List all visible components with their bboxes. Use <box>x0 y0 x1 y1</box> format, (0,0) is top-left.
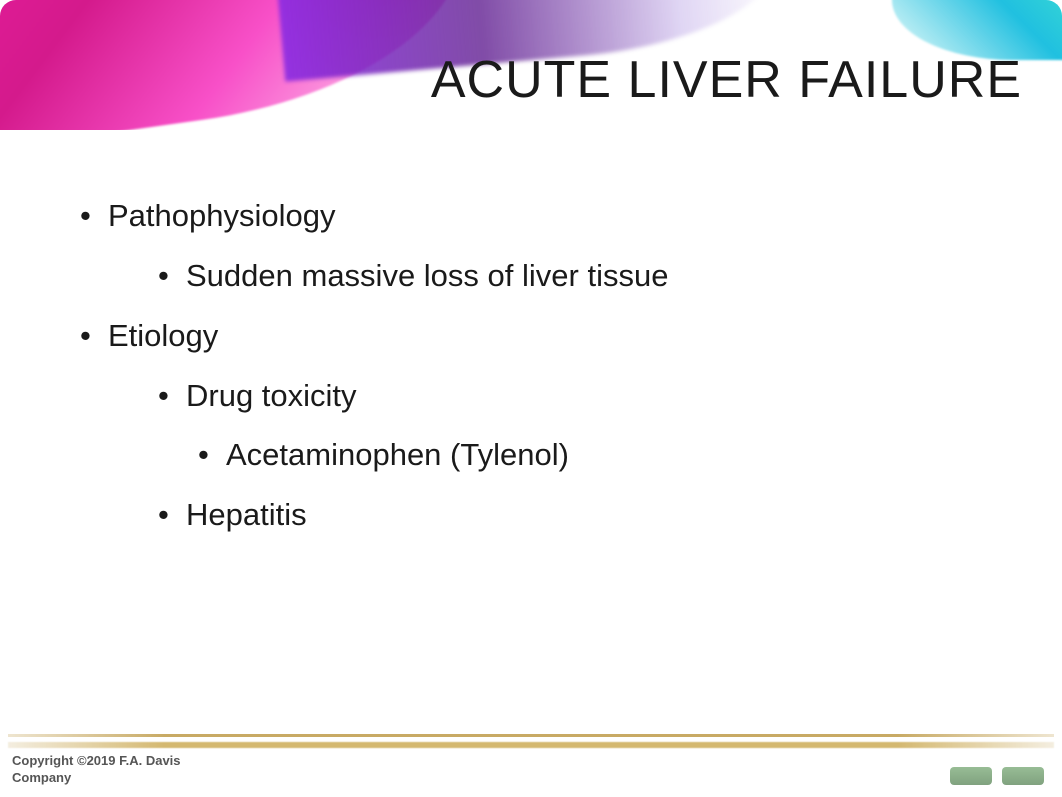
copyright-line2: Company <box>12 770 71 785</box>
slide-title: ACUTE LIVER FAILURE <box>431 50 1022 110</box>
footer-divider-top <box>8 734 1054 737</box>
copyright-line1: Copyright ©2019 F.A. Davis <box>12 753 181 768</box>
next-button[interactable] <box>1002 767 1044 785</box>
footer-divider-bottom <box>8 742 1054 748</box>
bullet-l2: Hepatitis <box>158 494 1002 536</box>
prev-button[interactable] <box>950 767 992 785</box>
bullet-l2: Drug toxicity <box>158 375 1002 417</box>
bullet-l1: Etiology <box>80 315 1002 357</box>
slide-container: ACUTE LIVER FAILURE Pathophysiology Sudd… <box>0 0 1062 797</box>
bullet-list: Pathophysiology Sudden massive loss of l… <box>80 195 1002 536</box>
bullet-l1: Pathophysiology <box>80 195 1002 237</box>
bullet-l2: Sudden massive loss of liver tissue <box>158 255 1002 297</box>
footer-nav-buttons <box>950 767 1044 785</box>
slide-content: Pathophysiology Sudden massive loss of l… <box>80 195 1002 554</box>
copyright-text: Copyright ©2019 F.A. Davis Company <box>12 753 181 787</box>
bullet-l3: Acetaminophen (Tylenol) <box>198 434 1002 476</box>
